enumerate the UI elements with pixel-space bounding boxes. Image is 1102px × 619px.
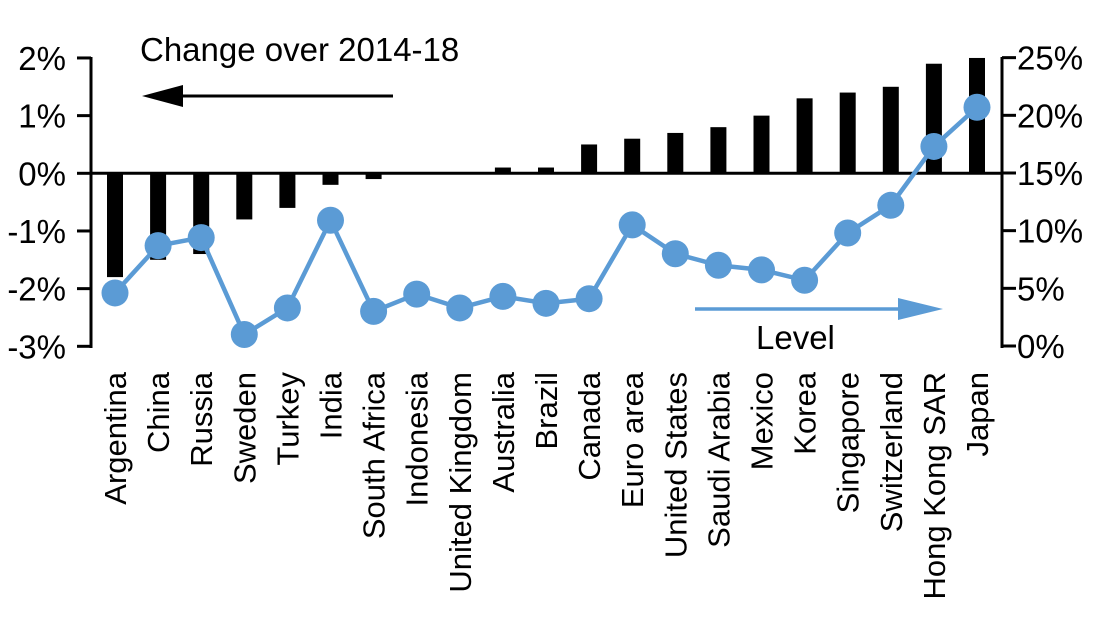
level-marker-argentina [101, 279, 129, 307]
category-label-china: China [141, 371, 176, 453]
category-label-united-kingdom: United Kingdom [443, 372, 478, 593]
level-marker-canada [575, 285, 603, 313]
category-label-japan: Japan [960, 372, 995, 456]
bar-argentina [107, 173, 123, 278]
left-axis-tick-label: 0% [18, 155, 66, 192]
level-marker-mexico [748, 256, 775, 284]
level-marker-japan [963, 93, 991, 121]
bar-switzerland [882, 86, 899, 174]
right-axis-tick-label: 0% [1017, 328, 1065, 365]
category-label-indonesia: Indonesia [400, 371, 435, 506]
level-arrow-right-icon [898, 298, 943, 320]
bar-series-annotation-label: Change over 2014-18 [140, 31, 460, 68]
bar-turkey [279, 173, 296, 208]
level-marker-brazil [532, 289, 560, 317]
bar-brazil [538, 167, 554, 174]
left-axis-tick-label: 2% [18, 40, 66, 77]
level-marker-switzerland [877, 191, 905, 219]
bar-india [322, 173, 339, 185]
level-marker-india [317, 206, 344, 234]
bar-australia [494, 167, 511, 174]
level-marker-australia [489, 282, 517, 310]
category-label-india: India [314, 371, 349, 439]
category-label-turkey: Turkey [270, 372, 305, 466]
category-label-sweden: Sweden [227, 372, 262, 484]
level-marker-turkey [273, 294, 301, 322]
bar-saudi-arabia [710, 127, 727, 174]
bar-korea [796, 98, 813, 174]
category-label-canada: Canada [572, 371, 607, 480]
left-axis-tick-label: -3% [7, 328, 66, 365]
level-marker-united-kingdom [446, 294, 474, 322]
change-arrow-left-icon [142, 85, 183, 107]
level-marker-south-africa [360, 297, 388, 325]
right-axis-tick-label: 5% [1017, 270, 1065, 307]
level-marker-china [144, 232, 172, 260]
level-marker-united-states [661, 240, 689, 268]
category-label-australia: Australia [486, 371, 521, 492]
category-label-mexico: Mexico [745, 372, 780, 470]
right-axis-tick-label: 25% [1017, 40, 1083, 77]
left-axis-tick-label: -2% [7, 271, 66, 308]
category-label-euro-area: Euro area [615, 371, 650, 508]
category-label-singapore: Singapore [831, 372, 866, 513]
level-marker-saudi-arabia [704, 251, 732, 279]
category-label-russia: Russia [184, 371, 219, 467]
category-label-hong-kong-sar: Hong Kong SAR [917, 372, 952, 599]
level-marker-sweden [230, 320, 258, 348]
bar-sweden [236, 173, 253, 220]
level-marker-singapore [834, 219, 862, 247]
bar-singapore [839, 92, 856, 174]
level-marker-indonesia [403, 280, 431, 308]
line-series-annotation-label: Level [756, 319, 835, 356]
category-label-brazil: Brazil [529, 372, 564, 450]
left-axis-tick-label: 1% [18, 98, 66, 135]
right-axis-tick-label: 15% [1017, 155, 1083, 192]
right-axis-tick-label: 20% [1017, 97, 1083, 134]
category-label-switzerland: Switzerland [874, 372, 909, 532]
bar-south-africa [365, 173, 382, 180]
category-label-south-africa: South Africa [357, 371, 392, 539]
category-label-argentina: Argentina [98, 371, 133, 504]
level-marker-korea [791, 266, 819, 294]
right-axis-tick-label: 10% [1017, 213, 1083, 250]
bar-euro-area [624, 138, 641, 174]
level-marker-euro-area [618, 211, 646, 239]
category-label-korea: Korea [788, 371, 823, 454]
level-marker-hong-kong-sar [920, 132, 948, 160]
bar-mexico [753, 115, 770, 174]
left-axis-tick-label: -1% [7, 213, 66, 250]
level-marker-russia [187, 224, 215, 252]
category-label-united-states: United States [658, 372, 693, 558]
bar-united-states [667, 132, 684, 174]
bar-canada [581, 144, 598, 174]
category-label-saudi-arabia: Saudi Arabia [701, 371, 736, 548]
